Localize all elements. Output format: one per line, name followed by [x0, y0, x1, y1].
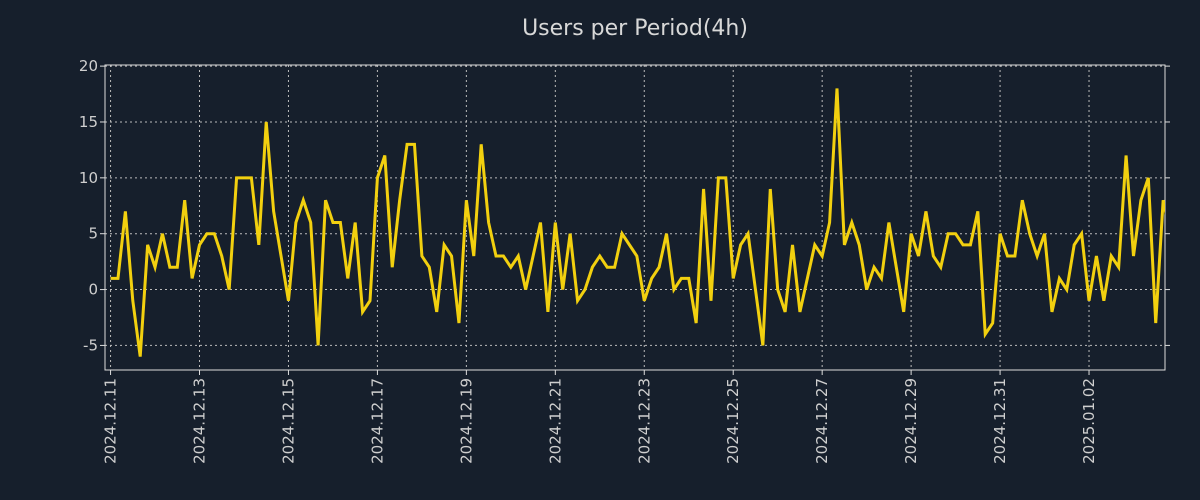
x-tick-label: 2024.12.25 — [724, 378, 742, 464]
y-tick-label: 10 — [79, 169, 98, 187]
x-tick-label: 2024.12.19 — [457, 378, 475, 464]
x-tick-label: 2024.12.29 — [902, 378, 920, 464]
x-tick-label: 2024.12.27 — [813, 378, 831, 464]
y-tick-label: -5 — [83, 336, 98, 354]
y-tick-label: 5 — [88, 225, 98, 243]
x-tick-label: 2024.12.17 — [368, 378, 386, 464]
x-tick-label: 2024.12.15 — [279, 378, 297, 464]
series-line-users — [110, 88, 1165, 357]
x-tick-label: 2024.12.23 — [635, 378, 653, 464]
x-tick-label: 2024.12.31 — [991, 378, 1009, 464]
plot-frame — [104, 64, 1166, 371]
x-tick-label: 2024.12.11 — [102, 378, 120, 464]
y-tick-label: 20 — [79, 57, 98, 75]
y-tick-label: 15 — [79, 113, 98, 131]
x-tick-label: 2025.01.02 — [1080, 378, 1098, 464]
x-tick-label: 2024.12.13 — [191, 378, 209, 464]
chart-title: Users per Period(4h) — [522, 16, 748, 41]
y-tick-label: 0 — [88, 281, 98, 299]
x-tick-label: 2024.12.21 — [546, 378, 564, 464]
